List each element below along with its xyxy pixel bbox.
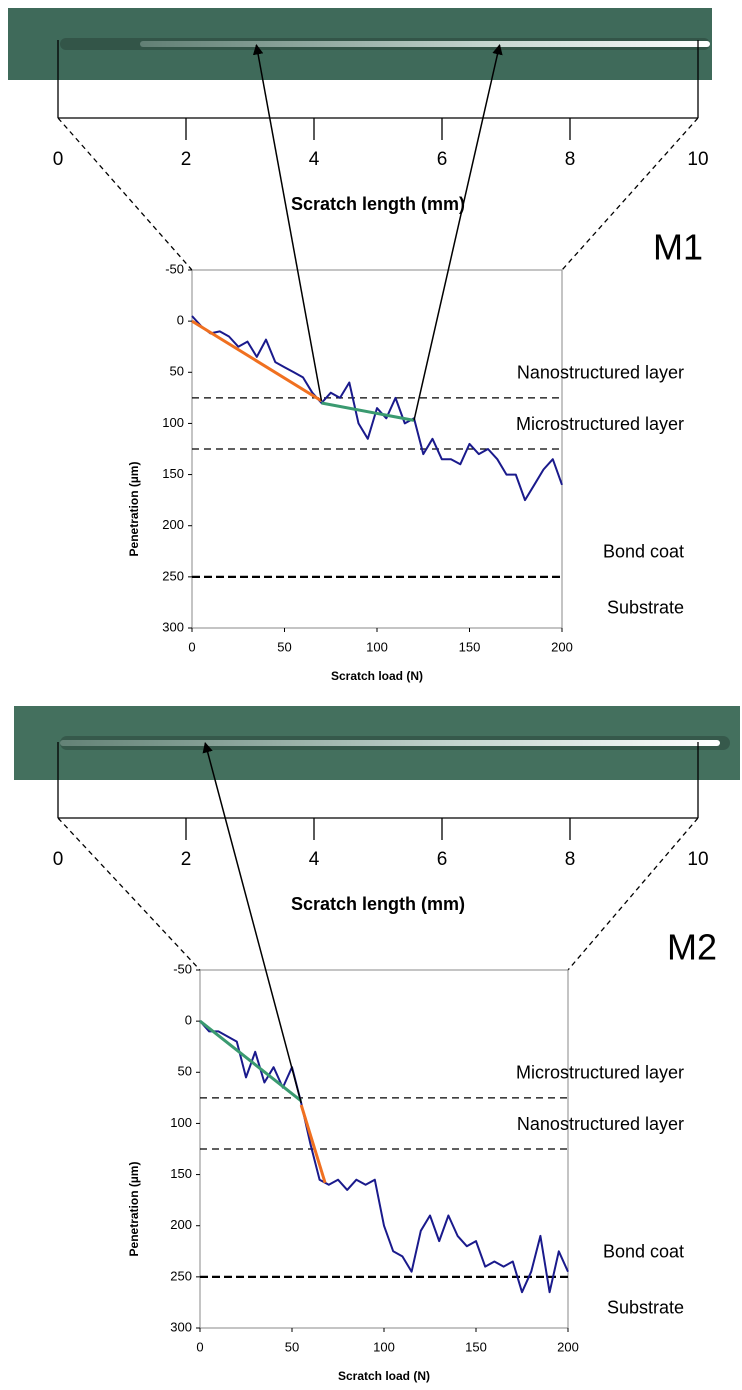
scale-tick-label: 0 <box>53 849 64 870</box>
x-tick-label: 200 <box>557 1339 579 1354</box>
fit-line <box>321 401 415 422</box>
scratch-track <box>60 740 720 746</box>
y-tick-label: -50 <box>165 261 184 276</box>
layer-label: Nanostructured layer <box>517 1114 684 1134</box>
zoom-line <box>561 117 699 271</box>
y-tick-label: 150 <box>170 1166 192 1181</box>
panel-label: M1 <box>653 227 703 268</box>
scale-tick-label: 8 <box>565 149 576 170</box>
x-tick-label: 150 <box>465 1339 487 1354</box>
scale-tick-label: 2 <box>181 149 192 170</box>
x-tick-label: 0 <box>196 1339 203 1354</box>
fit-line <box>299 1104 327 1184</box>
scratch-track <box>140 41 710 47</box>
layer-label: Microstructured layer <box>516 1063 684 1083</box>
scale-tick-label: 4 <box>309 149 320 170</box>
scale-tick-label: 10 <box>687 149 708 170</box>
scale-tick-label: 10 <box>687 849 708 870</box>
zoom-line <box>57 817 201 971</box>
layer-label: Bond coat <box>603 1242 684 1262</box>
arrow <box>413 43 503 421</box>
x-tick-label: 100 <box>373 1339 395 1354</box>
x-axis-title: Scratch load (N) <box>338 1369 430 1383</box>
layer-label: Substrate <box>607 1298 684 1318</box>
y-tick-label: 300 <box>162 619 184 634</box>
y-tick-label: 150 <box>162 466 184 481</box>
scale-tick-label: 2 <box>181 849 192 870</box>
fit-line <box>199 1019 303 1103</box>
y-tick-label: 200 <box>170 1217 192 1232</box>
scale-tick-label: 6 <box>437 849 448 870</box>
zoom-line <box>57 117 193 271</box>
y-tick-label: 50 <box>170 364 184 379</box>
y-axis-title: Penetration (µm) <box>127 1162 141 1257</box>
y-tick-label: -50 <box>173 961 192 976</box>
y-tick-label: 100 <box>170 1115 192 1130</box>
x-tick-label: 100 <box>366 639 388 654</box>
penetration-line <box>191 315 563 502</box>
arrow <box>202 741 302 1104</box>
y-tick-label: 0 <box>177 313 184 328</box>
y-tick-label: 300 <box>170 1319 192 1334</box>
x-tick-label: 200 <box>551 639 573 654</box>
scale-title: Scratch length (mm) <box>291 194 465 214</box>
panel-label: M2 <box>667 927 717 968</box>
scale-tick-label: 0 <box>53 149 64 170</box>
x-tick-label: 150 <box>459 639 481 654</box>
y-tick-label: 0 <box>185 1013 192 1028</box>
layer-label: Bond coat <box>603 542 684 562</box>
y-tick-label: 50 <box>178 1064 192 1079</box>
zoom-line <box>567 817 699 971</box>
y-tick-label: 250 <box>162 568 184 583</box>
y-tick-label: 250 <box>170 1268 192 1283</box>
scale-tick-label: 4 <box>309 849 320 870</box>
scale-tick-label: 6 <box>437 149 448 170</box>
x-tick-label: 50 <box>277 639 291 654</box>
arrow <box>252 43 323 402</box>
y-tick-label: 200 <box>162 517 184 532</box>
layer-label: Substrate <box>607 598 684 618</box>
x-tick-label: 50 <box>285 1339 299 1354</box>
y-tick-label: 100 <box>162 415 184 430</box>
scale-tick-label: 8 <box>565 849 576 870</box>
layer-label: Microstructured layer <box>516 414 684 434</box>
y-axis-title: Penetration (µm) <box>127 462 141 557</box>
scale-title: Scratch length (mm) <box>291 894 465 914</box>
fit-line <box>191 319 323 403</box>
layer-label: Nanostructured layer <box>517 363 684 383</box>
x-tick-label: 0 <box>188 639 195 654</box>
penetration-line <box>199 1020 569 1294</box>
x-axis-title: Scratch load (N) <box>331 669 423 683</box>
